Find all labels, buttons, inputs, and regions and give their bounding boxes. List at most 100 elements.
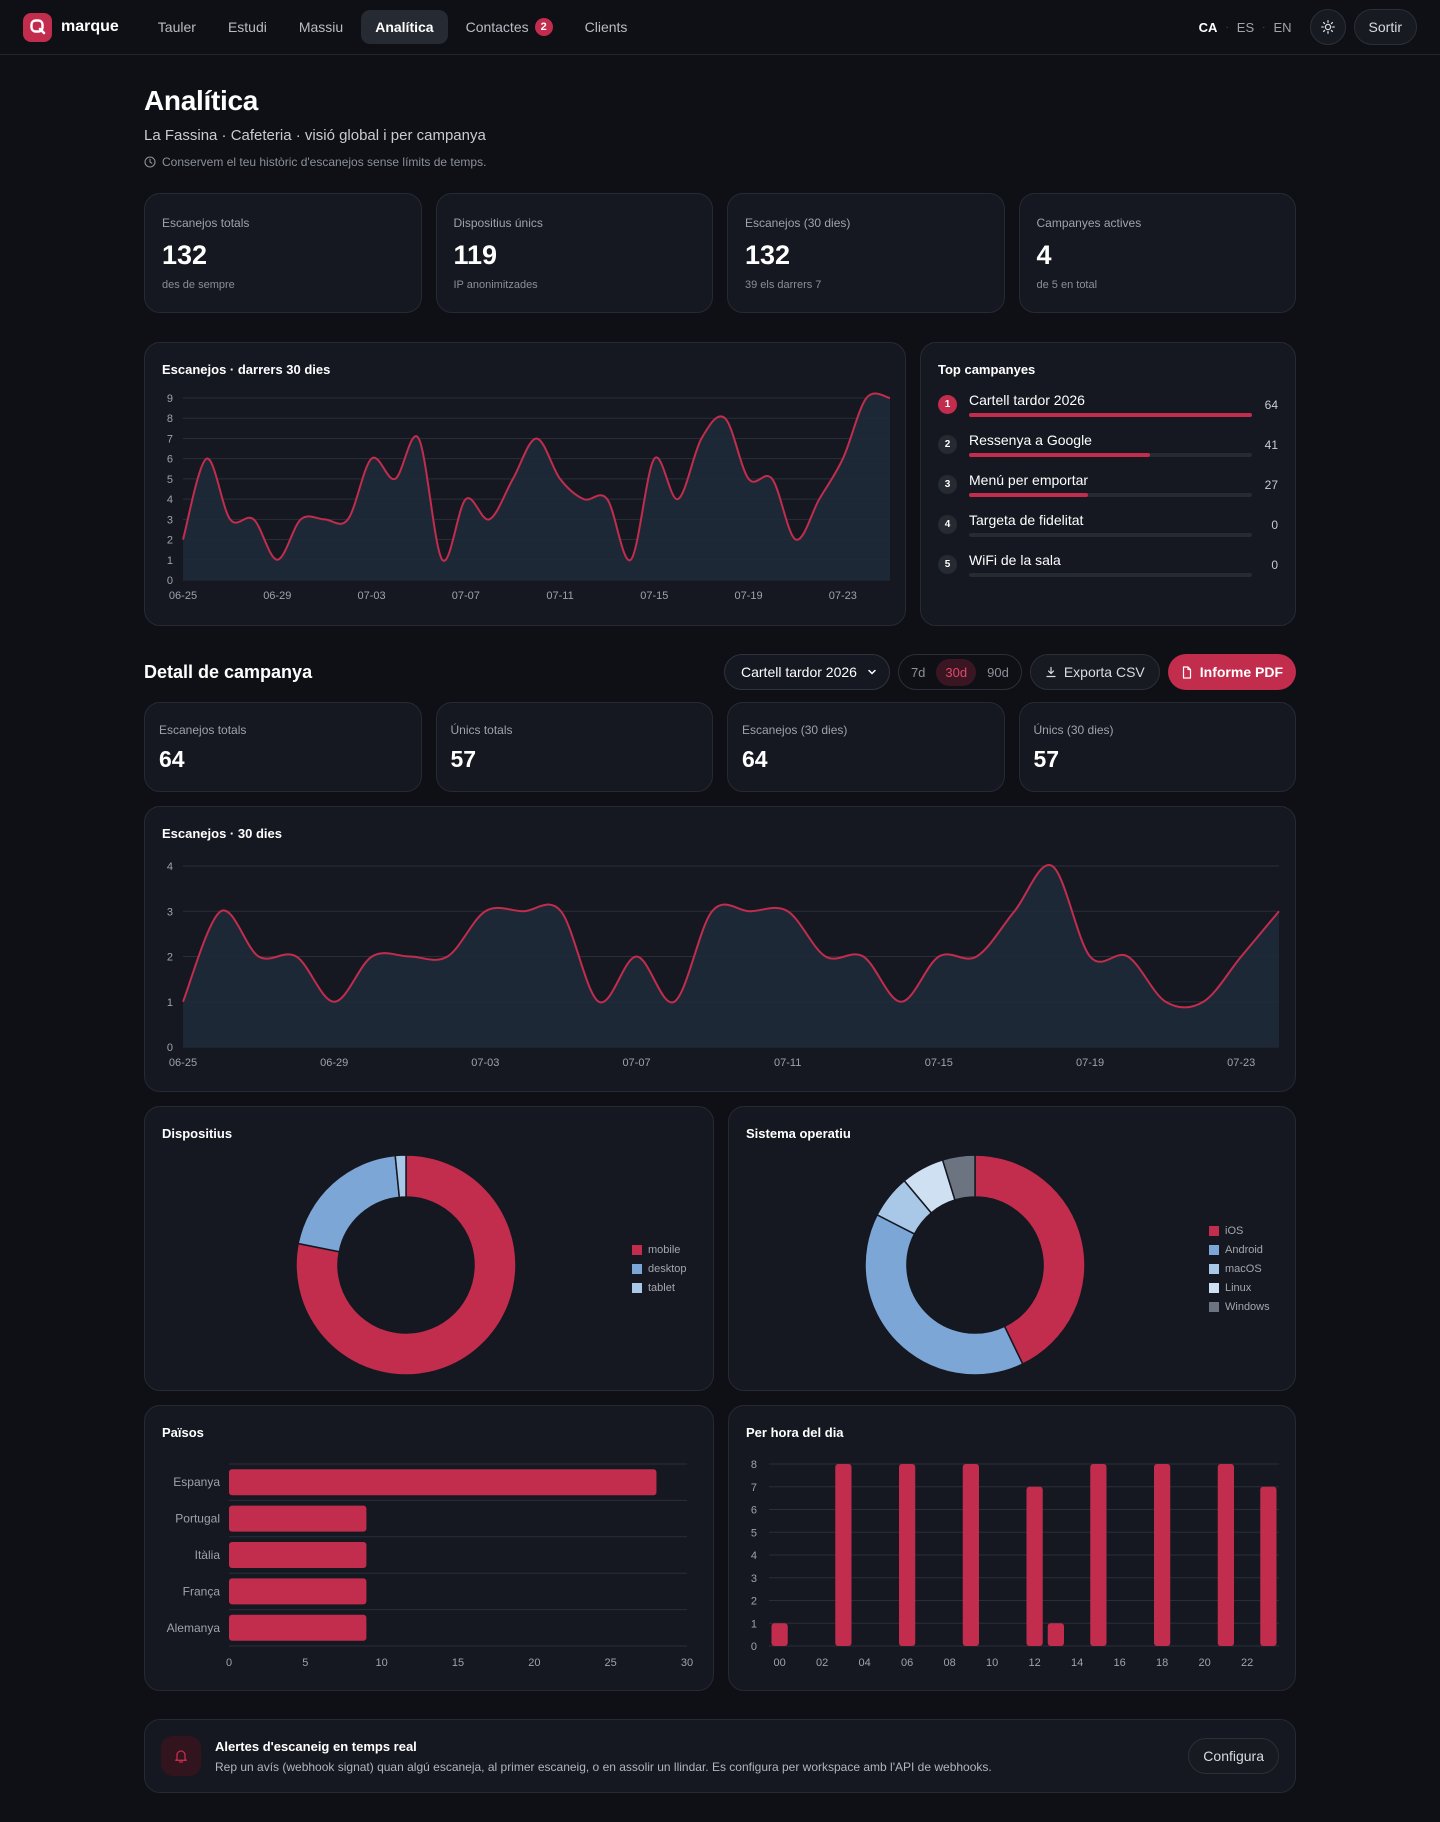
rank-badge: 3	[938, 475, 957, 494]
legend-swatch	[1209, 1302, 1219, 1312]
bar	[229, 1505, 367, 1532]
x-tick-label: 00	[774, 1657, 786, 1669]
x-tick-label: 07-23	[829, 590, 857, 602]
section-title: Detall de campanya	[144, 661, 313, 682]
legend-item: iOS	[1209, 1225, 1270, 1237]
y-tick-label: 2	[167, 535, 173, 547]
nav-item-label: Contactes	[465, 19, 529, 35]
y-tick-label: 3	[751, 1573, 757, 1585]
export-csv-label: Exporta CSV	[1063, 664, 1145, 680]
top-campaign-item[interactable]: 2 Ressenya a Google 41	[938, 432, 1278, 457]
pdf-report-label: Informe PDF	[1199, 664, 1283, 680]
y-tick-label: 7	[751, 1482, 757, 1494]
chevron-down-icon	[868, 669, 876, 675]
x-tick-label: 07-11	[774, 1057, 801, 1069]
legend-item: Linux	[1209, 1282, 1270, 1294]
x-tick-label: 22	[1241, 1657, 1253, 1669]
stat-card-unique-devices: Dispositius únics 119 IP anonimitzades	[435, 193, 713, 313]
configure-button[interactable]: Configura	[1188, 1738, 1279, 1774]
nav-item-contactes[interactable]: Contactes 2	[452, 10, 567, 44]
range-option-30d[interactable]: 30d	[936, 658, 977, 686]
y-tick-label: 8	[751, 1459, 757, 1471]
stat-card-scans-30d: Escanejos (30 dies) 132 39 els darrers 7	[727, 193, 1005, 313]
slice-desktop	[297, 1154, 401, 1253]
x-tick-label: 07-19	[1076, 1057, 1104, 1069]
brand-logo[interactable]: marque	[23, 12, 119, 42]
nav-item-tauler[interactable]: Tauler	[144, 10, 210, 44]
language-en[interactable]: EN	[1273, 19, 1292, 35]
stat-sub: 39 els darrers 7	[745, 279, 822, 291]
kpi-value: 57	[450, 746, 477, 772]
x-tick-label: 06-29	[320, 1057, 348, 1069]
nav-item-clients[interactable]: Clients	[571, 10, 642, 44]
nav-item-label: Tauler	[157, 19, 196, 35]
language-ca[interactable]: CA	[1198, 19, 1218, 35]
theme-toggle-button[interactable]	[1309, 9, 1346, 45]
campaign-select[interactable]: Cartell tardor 2026	[724, 654, 890, 690]
x-tick-label: 07-03	[471, 1057, 499, 1069]
slice-android	[864, 1213, 1024, 1376]
kpi-card-unique-total: Únics totals 57	[435, 702, 713, 792]
pdf-report-button[interactable]: Informe PDF	[1167, 654, 1296, 690]
top-campaign-item[interactable]: 3 Menú per emportar 27	[938, 472, 1278, 497]
os-donut-chart	[864, 1154, 1086, 1376]
campaign-bar-track	[969, 453, 1252, 457]
chart-title: Escanejos · darrers 30 dies	[162, 362, 331, 377]
top-campaign-item[interactable]: 1 Cartell tardor 2026 64	[938, 392, 1278, 417]
bell-icon	[161, 1736, 201, 1776]
top-campaigns-card: Top campanyes 1 Cartell tardor 2026 64 2…	[920, 342, 1296, 626]
breakdown-row: Dispositius mobile desktop tablet Sistem…	[144, 1106, 1296, 1391]
y-tick-label: 4	[751, 1550, 757, 1562]
legend-swatch	[1209, 1245, 1219, 1255]
campaign-bar-track	[969, 493, 1252, 497]
bar	[1154, 1464, 1171, 1646]
rank-badge: 4	[938, 515, 957, 534]
x-tick-label: 04	[859, 1657, 871, 1669]
y-tick-label: 3	[167, 514, 173, 526]
stat-sub: IP anonimitzades	[453, 279, 538, 291]
logout-button[interactable]: Sortir	[1353, 9, 1417, 45]
nav-item-massiu[interactable]: Massiu	[285, 10, 357, 44]
slice-mobile	[295, 1154, 517, 1376]
x-tick-label: 07-11	[546, 590, 573, 602]
legend-item: Windows	[1209, 1301, 1270, 1313]
bar	[1090, 1464, 1107, 1646]
stat-value: 119	[453, 240, 498, 270]
campaign-name: Ressenya a Google	[969, 432, 1092, 448]
x-tick-label: 20	[1199, 1657, 1211, 1669]
clock-icon	[144, 156, 156, 168]
stat-sub: de 5 en total	[1036, 279, 1098, 291]
slice-ios	[974, 1154, 1086, 1366]
legend-label: macOS	[1225, 1263, 1262, 1275]
history-note-text: Conservem el teu històric d'escanejos se…	[162, 155, 487, 169]
hourly-chart-card: Per hora del dia 0 1 2 3 4 5 6 7 8 00 02 04 06 08 10 12…	[728, 1405, 1296, 1691]
y-tick-label: 2	[751, 1596, 757, 1608]
legend-swatch	[1209, 1264, 1219, 1274]
language-es[interactable]: ES	[1236, 19, 1255, 35]
campaign-name: Menú per emportar	[969, 472, 1089, 488]
range-option-90d[interactable]: 90d	[987, 664, 1009, 680]
top-campaign-item[interactable]: 5 WiFi de la sala 0	[938, 552, 1278, 577]
x-tick-label: 10	[986, 1657, 998, 1669]
top-campaign-item[interactable]: 4 Targeta de fidelitat 0	[938, 512, 1278, 537]
countries-bar-chart: Espanya Portugal Itàlia França Alemanya 0 5 10 1…	[167, 1463, 693, 1669]
nav-item-estudi[interactable]: Estudi	[214, 10, 281, 44]
page-title: Analítica	[144, 85, 259, 116]
bar	[229, 1614, 367, 1641]
y-tick-label: 6	[751, 1505, 757, 1517]
y-tick-label: 1	[167, 997, 173, 1009]
nav-item-analitica[interactable]: Analítica	[361, 10, 448, 44]
legend-item: Android	[1209, 1244, 1270, 1256]
export-csv-button[interactable]: Exporta CSV	[1029, 654, 1160, 690]
slice-windows	[941, 1154, 976, 1201]
campaign-count: 0	[1271, 517, 1278, 532]
campaign-kpis: Escanejos totals 64 Únics totals 57 Escane…	[144, 702, 1296, 792]
bar	[229, 1469, 657, 1496]
series-area	[183, 393, 890, 580]
range-option-7d[interactable]: 7d	[910, 664, 926, 680]
bar	[899, 1464, 916, 1646]
legend-swatch	[1209, 1226, 1219, 1236]
campaign-scans-chart: 0 1 2 3 4 06-25 06-29 07-03 07-07 07-11 07-15 07-19…	[167, 861, 1280, 1069]
bar	[1026, 1486, 1043, 1646]
realtime-alerts-banner: Alertes d'escaneig en temps real Rep un …	[144, 1719, 1296, 1793]
